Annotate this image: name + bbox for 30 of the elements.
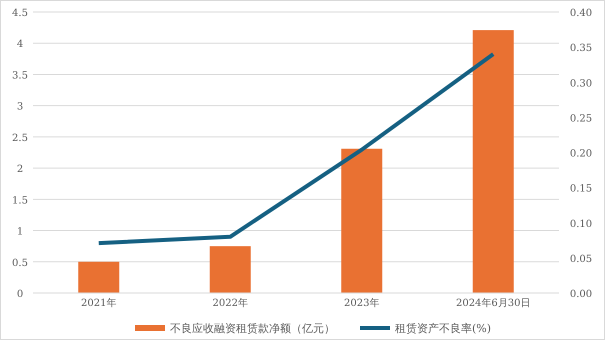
x-tick-label: 2022年 bbox=[212, 297, 248, 309]
x-tick-label: 2021年 bbox=[81, 297, 116, 309]
bar bbox=[78, 262, 120, 293]
y2-tick-label: 0.20 bbox=[570, 148, 592, 160]
y-tick-label: 3.5 bbox=[12, 70, 28, 82]
y2-tick-label: 0.00 bbox=[570, 289, 592, 300]
legend-label: 不良应收融资租赁款净额（亿元） bbox=[170, 322, 335, 335]
y2-tick-label: 0.40 bbox=[570, 8, 592, 19]
y-tick-label: 1 bbox=[16, 226, 24, 238]
y2-tick-label: 0.05 bbox=[570, 254, 592, 265]
bar bbox=[472, 30, 514, 293]
y2-tick-label: 0.10 bbox=[570, 218, 592, 230]
y2-tick-label: 0.35 bbox=[570, 43, 592, 54]
bar bbox=[210, 246, 251, 293]
y-tick-label: 1.5 bbox=[12, 195, 28, 206]
y-tick-label: 3 bbox=[16, 102, 24, 113]
line-series bbox=[96, 52, 496, 246]
y-tick-label: 2 bbox=[16, 164, 24, 176]
y-tick-label: 0.5 bbox=[12, 258, 28, 269]
legend-label: 租赁资产不良率(%) bbox=[395, 322, 492, 335]
y2-tick-label: 0.15 bbox=[570, 184, 592, 195]
y-tick-label: 0 bbox=[16, 289, 24, 300]
y2-tick-label: 0.30 bbox=[570, 78, 592, 90]
y-tick-label: 4.5 bbox=[12, 8, 28, 19]
y2-tick-label: 0.25 bbox=[570, 113, 592, 124]
y-tick-label: 4 bbox=[16, 39, 24, 50]
y-tick-label: 2.5 bbox=[12, 132, 28, 144]
bar bbox=[341, 148, 382, 293]
x-tick-label: 2024年6月30日 bbox=[456, 297, 531, 309]
x-tick-label: 2023年 bbox=[344, 297, 380, 309]
